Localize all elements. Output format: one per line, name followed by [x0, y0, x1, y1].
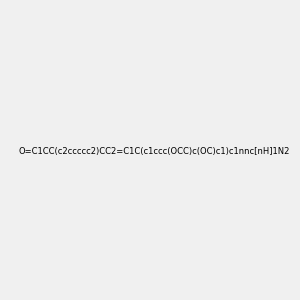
- Text: O=C1CC(c2ccccc2)CC2=C1C(c1ccc(OCC)c(OC)c1)c1nnc[nH]1N2: O=C1CC(c2ccccc2)CC2=C1C(c1ccc(OCC)c(OC)c…: [18, 147, 290, 156]
